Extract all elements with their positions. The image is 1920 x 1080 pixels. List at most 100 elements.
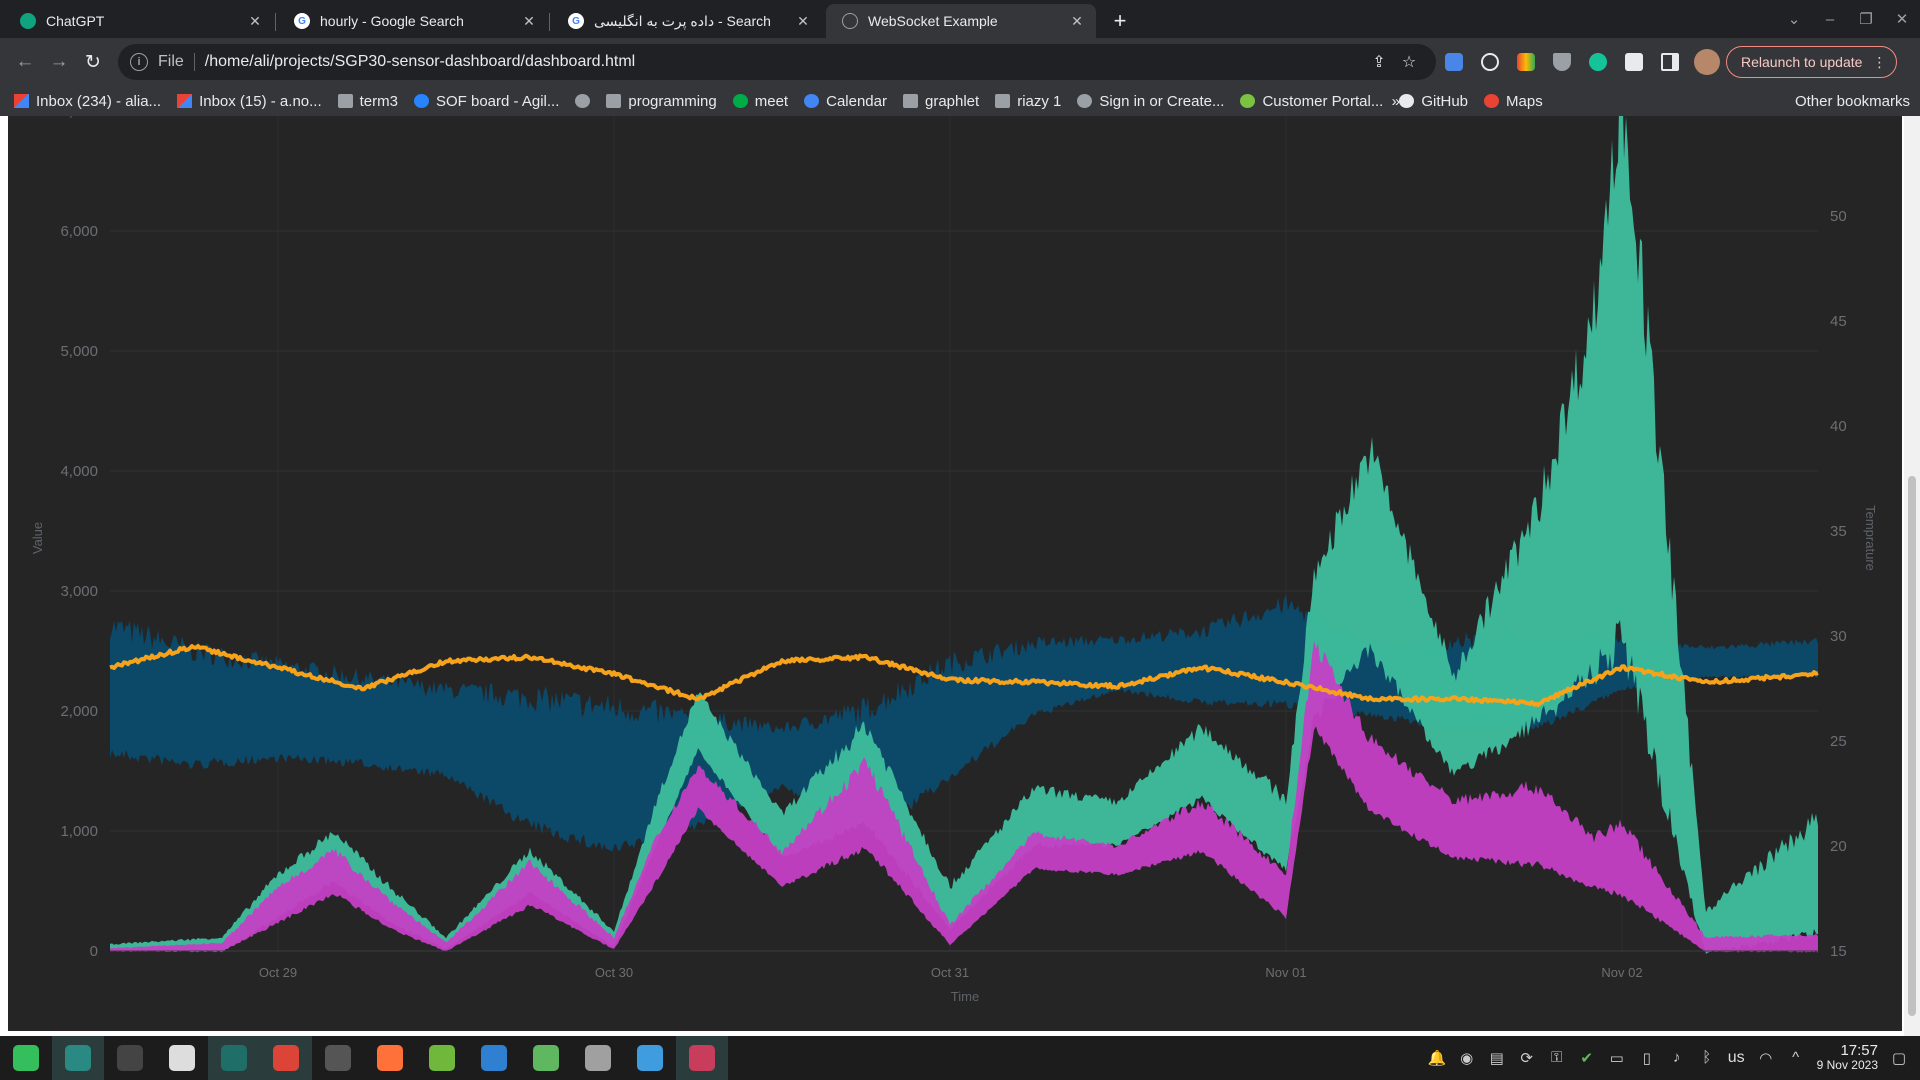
bookmark-item[interactable]: term3 <box>337 93 398 110</box>
close-icon[interactable]: ✕ <box>523 12 535 29</box>
tab-chatgpt[interactable]: ChatGPT ✕ <box>4 4 276 38</box>
share-icon[interactable]: ⇪ <box>1372 54 1386 71</box>
address-bar[interactable]: i File /home/ali/projects/SGP30-sensor-d… <box>118 44 1436 80</box>
forward-button[interactable]: → <box>49 51 69 72</box>
y-axis-label: Value <box>30 522 45 554</box>
show-desktop-icon[interactable]: ▢ <box>1891 1050 1907 1067</box>
firefox-icon[interactable] <box>364 1036 416 1080</box>
update-icon[interactable]: ⟳ <box>1520 1050 1533 1067</box>
profile-avatar[interactable] <box>1694 49 1720 75</box>
tab-hourly-google-search[interactable]: G hourly - Google Search ✕ <box>278 4 550 38</box>
other-bookmarks-label: Other bookmarks <box>1794 92 1910 110</box>
google-favicon-icon: G <box>294 13 310 29</box>
clock[interactable]: 17:57 9 Nov 2023 <box>1817 1043 1878 1073</box>
bookmark-item[interactable]: Inbox (15) - a.no... <box>177 93 322 110</box>
y-tick-label: 4,000 <box>60 463 98 480</box>
vpn-icon[interactable]: ⚿ <box>1550 1049 1563 1066</box>
terminal-tray-icon[interactable]: ▭ <box>1609 1050 1624 1067</box>
tab-separator <box>549 13 550 31</box>
notifications-icon[interactable]: 🔔 <box>1427 1050 1447 1067</box>
grammarly-extension-icon[interactable] <box>1580 46 1616 78</box>
bookmark-item[interactable]: Inbox (234) - alia... <box>14 93 161 110</box>
tab-search-chevron-icon[interactable]: ⌄ <box>1787 11 1801 28</box>
scrollbar-thumb[interactable] <box>1908 476 1916 1016</box>
bookmark-label: Customer Portal... <box>1262 92 1384 110</box>
bookmark-item[interactable]: graphlet <box>902 93 979 110</box>
jira-icon <box>413 94 429 108</box>
workspace-switcher-icon[interactable] <box>52 1036 104 1080</box>
site-info-icon[interactable]: i <box>130 53 148 71</box>
tab-strip: ChatGPT ✕ G hourly - Google Search ✕ G د… <box>0 0 1920 38</box>
tab-websocket-example[interactable]: WebSocket Example ✕ <box>826 4 1096 38</box>
y2-tick-label: 20 <box>1830 838 1847 855</box>
bookmark-label: Maps <box>1506 92 1543 110</box>
y-tick-label: 1,000 <box>60 823 98 840</box>
restore-icon[interactable]: ❐ <box>1859 11 1873 28</box>
battery-icon[interactable]: ▯ <box>1642 1050 1651 1067</box>
more-bookmarks-chevron[interactable]: » <box>1391 92 1400 110</box>
side-panel-icon[interactable] <box>1652 46 1688 78</box>
keepass-icon[interactable] <box>416 1036 468 1080</box>
folder-icon <box>995 94 1011 108</box>
bookmark-item[interactable]: Sign in or Create... <box>1077 93 1224 110</box>
reload-button[interactable]: ↻ <box>85 51 101 73</box>
x-tick-label: Nov 01 <box>1265 965 1306 980</box>
browser-toolbar: ← → ↻ i File /home/ali/projects/SGP30-se… <box>0 38 1920 86</box>
google-translate-extension-icon[interactable] <box>1436 46 1472 78</box>
url-text[interactable]: /home/ali/projects/SGP30-sensor-dashboar… <box>204 53 636 70</box>
check-icon[interactable]: ✔ <box>1580 1050 1593 1067</box>
bookmark-star-icon[interactable]: ☆ <box>1401 54 1417 71</box>
folder-icon <box>337 94 353 108</box>
bluetooth-icon[interactable]: ᛒ <box>1702 1049 1712 1066</box>
network-icon[interactable] <box>624 1036 676 1080</box>
bookmark-item[interactable]: GitHub <box>1399 93 1468 110</box>
close-icon[interactable]: ✕ <box>1071 12 1083 29</box>
shield-extension-icon[interactable] <box>1544 46 1580 78</box>
bookmark-item[interactable]: programming <box>606 93 717 110</box>
extensions-puzzle-icon[interactable] <box>1616 46 1652 78</box>
bookmark-item[interactable]: Customer Portal... <box>1240 93 1383 110</box>
chrome-tray-icon[interactable]: ◉ <box>1460 1050 1474 1067</box>
chrome-icon[interactable] <box>260 1036 312 1080</box>
back-button[interactable]: ← <box>15 51 35 72</box>
manjaro-menu-icon[interactable] <box>0 1036 52 1080</box>
close-icon[interactable]: ✕ <box>249 12 261 29</box>
vscode-icon[interactable] <box>468 1036 520 1080</box>
bookmark-item[interactable]: riazy 1 <box>995 93 1061 110</box>
tray-expand-chevron-icon[interactable]: ^ <box>1792 1049 1800 1066</box>
close-window-icon[interactable]: ✕ <box>1895 11 1909 28</box>
tab-translation-search[interactable]: G داده پرت به انگلیسی - Search ✕ <box>552 4 822 38</box>
page-scrollbar[interactable] <box>1904 116 1920 1036</box>
keyboard-layout[interactable]: us <box>1727 1049 1745 1066</box>
kebab-menu-icon[interactable]: ⋮ <box>1872 53 1887 70</box>
chart-axes: 0 1,000 2,000 3,000 4,000 5,000 6,000 7,000 15 20… <box>60 103 1847 980</box>
close-icon[interactable]: ✕ <box>797 12 809 29</box>
bookmark-item[interactable]: meet <box>732 93 788 110</box>
files-icon[interactable] <box>156 1036 208 1080</box>
bookmark-item[interactable]: Maps <box>1484 93 1543 110</box>
y-tick-label: 7,000 <box>60 116 98 120</box>
new-tab-button[interactable]: + <box>1113 8 1127 33</box>
database-icon[interactable] <box>572 1036 624 1080</box>
wifi-icon[interactable]: ◠ <box>1759 1050 1773 1067</box>
clipboard-icon[interactable]: ▤ <box>1489 1050 1504 1067</box>
file-manager-icon[interactable] <box>208 1036 260 1080</box>
relaunch-to-update-button[interactable]: Relaunch to update ⋮ <box>1726 46 1898 78</box>
console-icon[interactable] <box>312 1036 364 1080</box>
bookmark-item[interactable] <box>575 94 591 108</box>
sensor-chart[interactable]: 0 1,000 2,000 3,000 4,000 5,000 6,000 7,000 15 20… <box>8 55 1902 1031</box>
speedometer-extension-icon[interactable] <box>1472 46 1508 78</box>
screen-recorder-icon[interactable] <box>676 1036 728 1080</box>
globe-icon <box>575 94 591 108</box>
volume-icon[interactable]: ♪ <box>1672 1049 1681 1066</box>
terminal-icon[interactable] <box>104 1036 156 1080</box>
bookmark-item[interactable]: SOF board - Agil... <box>413 93 559 110</box>
other-bookmarks-folder[interactable]: Other bookmarks <box>1787 93 1910 110</box>
link-icon <box>1077 94 1093 108</box>
downloader-icon[interactable] <box>520 1036 572 1080</box>
colorful-extension-icon[interactable] <box>1508 46 1544 78</box>
minimize-icon[interactable]: – <box>1825 10 1835 28</box>
bookmark-label: GitHub <box>1421 92 1469 110</box>
bookmark-item[interactable]: Calendar <box>804 93 887 110</box>
desktop-taskbar: 🔔 ◉ ▤ ⟳ ⚿ ✔ ▭ ▯ ♪ ᛒ us ◠ ^ 17:57 9 Nov 2… <box>0 1036 1920 1080</box>
